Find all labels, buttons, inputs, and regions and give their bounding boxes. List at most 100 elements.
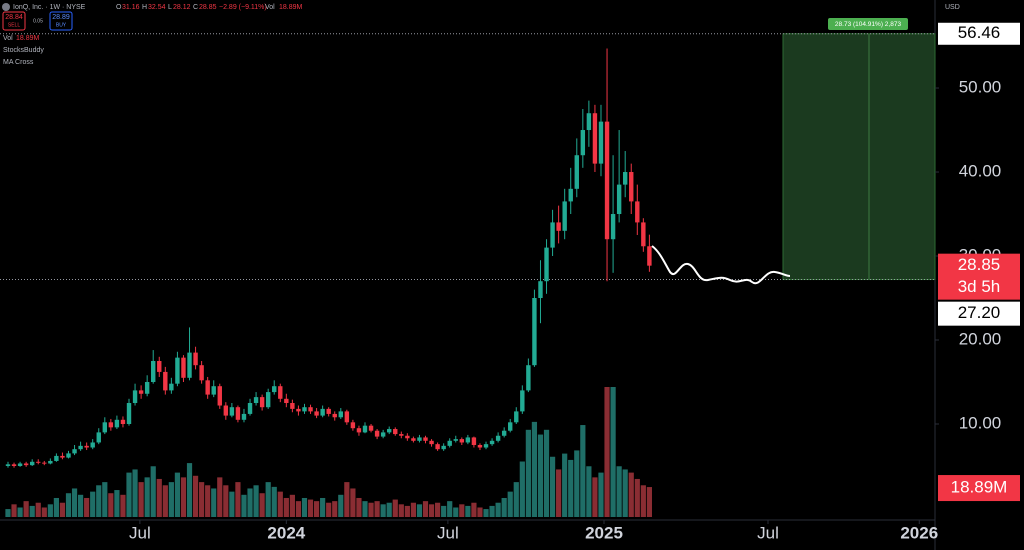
candle-body <box>320 408 325 416</box>
volume-bar <box>241 494 247 517</box>
volume-bar <box>313 501 320 517</box>
sell-label[interactable]: SELL <box>8 22 20 28</box>
volume-bar <box>144 477 150 517</box>
ohlc-letter: H <box>142 4 147 11</box>
volume-bar <box>180 477 187 517</box>
candle-body <box>604 121 610 240</box>
volume-bar <box>634 478 640 517</box>
x-tick-label: 2026 <box>900 523 938 542</box>
volume-bar <box>35 502 41 517</box>
candle-body <box>29 461 35 466</box>
range-high-label: 56.46 <box>958 23 1001 42</box>
candle-body <box>568 188 573 202</box>
volume-bar <box>549 456 556 517</box>
indicator[interactable]: StocksBuddy <box>3 47 44 54</box>
volume-bar <box>568 459 574 517</box>
volume-bar <box>102 482 108 517</box>
candle-body <box>574 155 579 189</box>
sell-button[interactable] <box>2 11 26 31</box>
candle-body <box>84 445 89 448</box>
candle-body <box>169 383 174 391</box>
candle-body <box>538 281 543 299</box>
volume-bar <box>556 469 562 517</box>
countdown: 3d 5h <box>958 277 1001 296</box>
volume-bar <box>410 502 417 517</box>
ohlc-value: 28.85 <box>199 4 217 11</box>
candle-body <box>211 386 216 395</box>
candle-body <box>259 397 265 408</box>
volume-bar <box>435 502 441 517</box>
buy-label[interactable]: BUY <box>56 22 67 28</box>
candle-body <box>374 430 380 437</box>
volume-bar <box>501 497 507 517</box>
candle-body <box>138 390 144 394</box>
candle-body <box>495 435 501 441</box>
candle-body <box>368 425 374 431</box>
volume-bar <box>192 475 199 517</box>
candle-body <box>17 463 23 466</box>
buy-price[interactable]: 28.89 <box>52 14 70 21</box>
volume-bar <box>598 472 604 517</box>
volume-box <box>938 475 1020 502</box>
volume-bar <box>11 504 17 517</box>
currency: USD <box>945 4 960 11</box>
candle-body <box>344 411 350 423</box>
measure-label: 28.73 (104.91%) 2,873 <box>835 21 902 28</box>
volume-bar <box>483 509 489 517</box>
candle-body <box>108 422 114 428</box>
candle-body <box>66 453 71 458</box>
candle-body <box>477 444 483 448</box>
volume-bar <box>459 504 465 517</box>
candle-body <box>362 425 368 433</box>
candle-body <box>453 439 458 441</box>
candle-body <box>5 464 11 466</box>
candle-body <box>532 298 537 366</box>
candle-body <box>151 361 156 382</box>
volume-bar <box>138 482 144 517</box>
candle-body <box>308 407 313 412</box>
volume-bar <box>344 482 350 517</box>
candle-body <box>647 246 652 266</box>
candle-body <box>356 428 362 433</box>
volume-bar <box>199 482 205 517</box>
candle-body <box>429 440 434 445</box>
volume-bar <box>271 486 277 517</box>
last-price-box <box>938 253 1020 300</box>
vol-value: 18.89M <box>16 35 40 42</box>
ohlc-value: 32.54 <box>148 4 166 11</box>
candle-body <box>629 172 634 202</box>
candle-body <box>641 222 646 247</box>
volume-bar <box>17 507 23 517</box>
volume-bar <box>217 477 223 517</box>
header: IonQ, Inc. · 1W · NYSE O 31.16 H 32.54 L… <box>2 3 960 66</box>
candle-body <box>520 390 525 412</box>
indicator[interactable]: MA Cross <box>3 59 34 66</box>
volume-bar <box>386 502 392 517</box>
symbol-logo <box>2 3 10 11</box>
candle-body <box>126 402 132 424</box>
volume-bar <box>59 502 66 517</box>
volume-bar <box>610 387 616 517</box>
candle-body <box>229 407 235 416</box>
volume-bar <box>471 502 477 517</box>
buy-button[interactable] <box>49 11 73 31</box>
volume-bar <box>168 482 174 517</box>
ohlc-letter: O <box>116 4 122 11</box>
candle-body <box>489 440 495 445</box>
candle-body <box>338 411 343 418</box>
candle-body <box>235 407 241 420</box>
sell-price[interactable]: 28.84 <box>5 14 23 21</box>
candle-body <box>272 386 277 393</box>
volume-bar <box>338 494 344 517</box>
vol-label: Vol <box>265 4 275 11</box>
volume-bar <box>289 494 295 517</box>
volume-bar <box>398 504 404 517</box>
candle-body <box>157 361 162 372</box>
volume-bar <box>235 482 241 517</box>
volume-bar <box>586 466 592 517</box>
volume-bar <box>259 493 265 517</box>
volume-bar <box>150 466 156 517</box>
change: −2.89 (−9.11%) <box>219 4 267 11</box>
candle-body <box>514 411 519 423</box>
